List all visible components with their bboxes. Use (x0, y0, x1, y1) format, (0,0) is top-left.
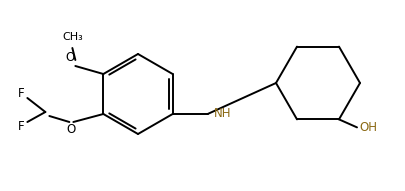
Text: OH: OH (359, 121, 377, 134)
Text: NH: NH (214, 107, 231, 120)
Text: O: O (66, 51, 75, 64)
Text: F: F (18, 121, 25, 134)
Text: CH₃: CH₃ (62, 32, 83, 42)
Text: F: F (18, 87, 25, 100)
Text: O: O (67, 123, 76, 136)
